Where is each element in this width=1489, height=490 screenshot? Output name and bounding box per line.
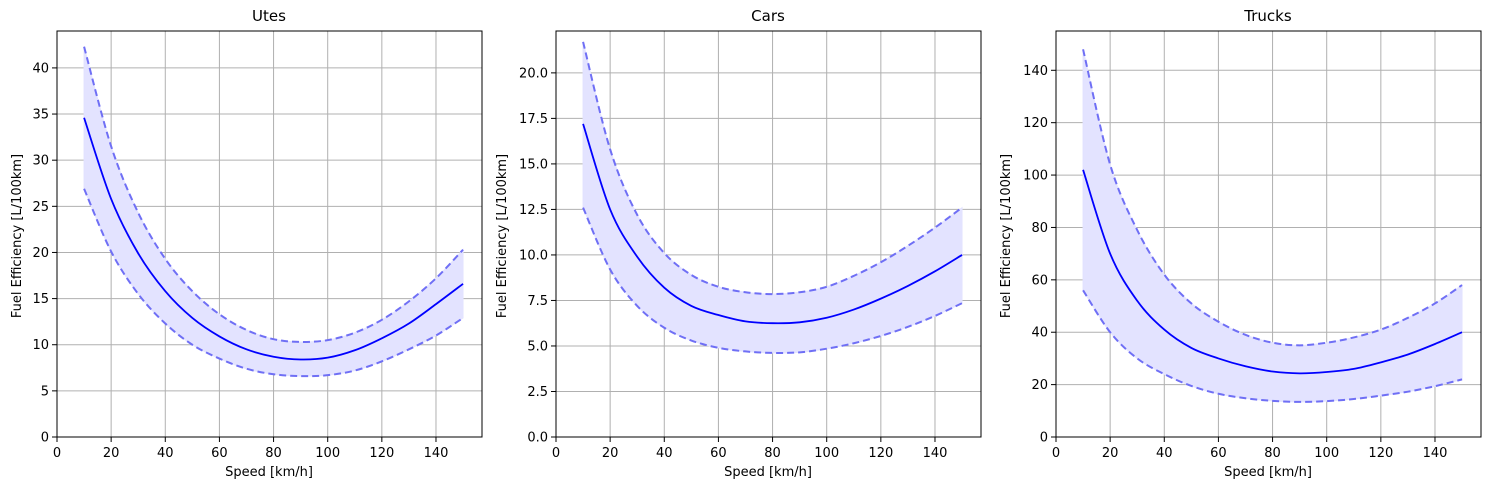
- y-tick-label: 25: [32, 200, 49, 215]
- x-axis-label: Speed [km/h]: [1224, 465, 1312, 480]
- y-tick-label: 20: [1031, 378, 1048, 393]
- chart-cars: 0 20 40 60 80 100 120 140 0.0 2.5 5.0 7.5 10.0 12.5 15…: [495, 7, 982, 480]
- y-tick-label: 17.5: [519, 112, 548, 127]
- chart-utes: 0 20 40 60 80 100 120 140 0 5 10 15 20 25 30 35 40 Utes Sp…: [10, 7, 483, 480]
- y-tick-label: 40: [32, 61, 49, 76]
- lower-bound-line: [1082, 289, 1463, 403]
- x-tick-label: 60: [1210, 446, 1227, 461]
- chart-title: Cars: [751, 7, 785, 25]
- mean-line: [83, 117, 464, 361]
- y-tick-label: 140: [1023, 64, 1048, 79]
- x-axis-label: Speed [km/h]: [225, 465, 313, 480]
- x-tick-label: 140: [923, 446, 948, 461]
- x-tick-label: 0: [53, 446, 61, 461]
- x-tick-label: 40: [1156, 446, 1173, 461]
- x-tick-label: 120: [1368, 446, 1393, 461]
- y-tick-label: 20.0: [519, 66, 548, 81]
- y-axis-label: Fuel Efficiency [L/100km]: [495, 154, 510, 318]
- mean-line: [582, 123, 963, 325]
- x-tick-label: 20: [602, 446, 619, 461]
- y-tick-label: 100: [1023, 169, 1048, 184]
- x-tick-label: 100: [1314, 446, 1339, 461]
- axes-frame: [555, 30, 982, 438]
- y-tick-label: 0: [1040, 431, 1048, 446]
- y-tick-label: 35: [32, 108, 49, 123]
- x-tick-label: 80: [265, 446, 282, 461]
- y-axis-label: Fuel Efficiency [L/100km]: [10, 154, 25, 318]
- x-tick-label: 40: [656, 446, 673, 461]
- chart-trucks: 0 20 40 60 80 100 120 140 0 20 40 60 80 100 120 140 Truc…: [999, 7, 1482, 480]
- y-tick-label: 5.0: [527, 339, 548, 354]
- x-axis-label: Speed [km/h]: [724, 465, 812, 480]
- y-tick-label: 30: [32, 154, 49, 169]
- x-tick-label: 80: [1264, 446, 1281, 461]
- upper-bound-line: [1082, 49, 1463, 347]
- x-tick-label: 60: [710, 446, 727, 461]
- lower-bound-line: [83, 188, 464, 378]
- x-tick-label: 0: [552, 446, 560, 461]
- y-tick-label: 15.0: [519, 157, 548, 172]
- upper-bound-line: [582, 41, 963, 296]
- y-axis-label: Fuel Efficiency [L/100km]: [999, 154, 1014, 318]
- axes-frame: [1055, 30, 1482, 438]
- x-tick-label: 80: [764, 446, 781, 461]
- y-tick-label: 15: [32, 292, 49, 307]
- lower-bound-line: [582, 207, 963, 354]
- x-tick-label: 120: [868, 446, 893, 461]
- y-tick-label: 60: [1031, 273, 1048, 288]
- x-tick-label: 20: [1102, 446, 1119, 461]
- x-tick-label: 40: [157, 446, 174, 461]
- x-tick-label: 60: [211, 446, 228, 461]
- y-tick-label: 0.0: [527, 431, 548, 446]
- y-tick-label: 20: [32, 246, 49, 261]
- y-tick-label: 7.5: [527, 294, 548, 309]
- chart-title: Trucks: [1243, 7, 1292, 25]
- x-tick-label: 0: [1052, 446, 1060, 461]
- x-tick-label: 140: [424, 446, 449, 461]
- y-tick-label: 40: [1031, 326, 1048, 341]
- mean-line: [1082, 169, 1463, 375]
- x-tick-label: 100: [814, 446, 839, 461]
- y-tick-label: 10.0: [519, 248, 548, 263]
- y-tick-label: 12.5: [519, 203, 548, 218]
- y-tick-label: 2.5: [527, 385, 548, 400]
- y-tick-label: 80: [1031, 221, 1048, 236]
- chart-title: Utes: [252, 7, 286, 25]
- upper-bound-line: [83, 46, 464, 343]
- x-tick-label: 20: [103, 446, 120, 461]
- x-tick-label: 140: [1423, 446, 1448, 461]
- y-tick-label: 0: [41, 431, 49, 446]
- axes-frame: [56, 30, 483, 438]
- x-tick-label: 100: [315, 446, 340, 461]
- x-tick-label: 120: [369, 446, 394, 461]
- y-tick-label: 5: [41, 384, 49, 399]
- y-tick-label: 10: [32, 338, 49, 353]
- confidence-band: [582, 41, 963, 354]
- y-tick-label: 120: [1023, 116, 1048, 131]
